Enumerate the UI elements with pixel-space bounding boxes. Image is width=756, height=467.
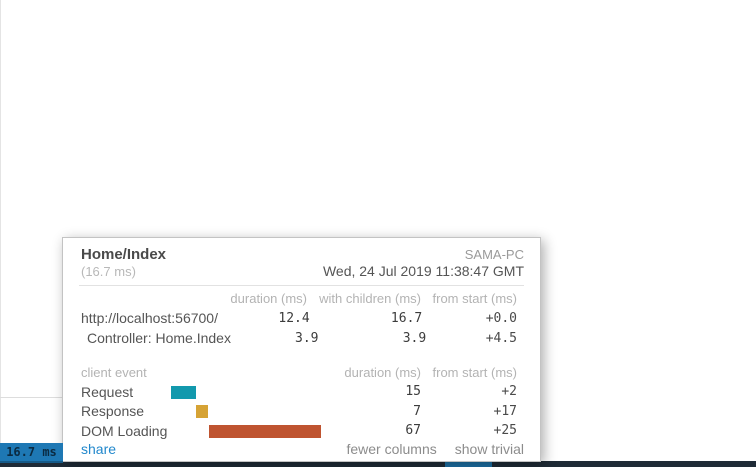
col-with-children-header: with children (ms)	[319, 290, 421, 306]
header-divider	[79, 285, 524, 286]
client-events-table: client event duration (ms) from start (m…	[79, 362, 524, 441]
client-event-from-start: +17	[493, 403, 517, 419]
col-duration-header: duration (ms)	[230, 290, 307, 306]
client-event-label: Request	[81, 383, 134, 400]
page-horizontal-rule	[0, 397, 64, 398]
response-timeline-bar	[195, 405, 208, 418]
table-row: DOM Loading 67 +25	[79, 421, 524, 441]
timing-duration: 12.4	[278, 310, 310, 326]
fewer-columns-link[interactable]: fewer columns	[346, 440, 437, 457]
timing-with-children: 16.7	[390, 310, 423, 326]
timing-from-start: +0.0	[485, 310, 517, 326]
machine-name: SAMA-PC	[464, 247, 524, 262]
window-left-border	[0, 0, 1, 467]
timing-label: http://localhost:56700/	[81, 310, 218, 326]
timing-from-start: +4.5	[485, 330, 517, 346]
client-event-duration: 67	[405, 423, 421, 439]
col-from-start-header: from start (ms)	[432, 364, 518, 380]
popup-footer: share fewer columns show trivial	[79, 441, 524, 459]
share-link[interactable]: share	[81, 440, 117, 457]
request-timeline-bar	[170, 385, 196, 399]
taskbar-edge-highlight	[445, 461, 492, 467]
client-event-duration: 7	[413, 403, 421, 419]
timings-header-row: duration (ms) with children (ms) from st…	[79, 288, 524, 308]
client-event-header: client event	[81, 364, 147, 380]
timing-duration: 3.9	[295, 330, 319, 346]
request-timestamp: Wed, 24 Jul 2019 11:38:47 GMT	[322, 263, 524, 279]
taskbar-edge-strip	[0, 461, 756, 467]
show-trivial-link[interactable]: show trivial	[454, 440, 524, 457]
client-event-from-start: +2	[501, 384, 517, 400]
table-row: Response 7 +17	[79, 402, 524, 422]
col-from-start-header: from start (ms)	[432, 290, 518, 306]
client-events-header-row: client event duration (ms) from start (m…	[79, 362, 524, 382]
col-duration-header: duration (ms)	[344, 364, 421, 380]
table-row: http://localhost:56700/ 12.4 16.7 +0.0	[79, 308, 524, 328]
profiler-popup: Home/Index SAMA-PC (16.7 ms) Wed, 24 Jul…	[62, 237, 541, 462]
client-event-label: Response	[81, 403, 145, 420]
client-event-label: DOM Loading	[81, 422, 168, 439]
timing-with-children: 3.9	[402, 330, 427, 346]
table-row: Controller: Home.Index 3.9 3.9 +4.5	[79, 328, 524, 348]
timing-label: Controller: Home.Index	[87, 330, 231, 346]
client-event-from-start: +25	[493, 423, 517, 439]
page-title: Home/Index	[81, 246, 167, 263]
client-event-duration: 15	[405, 384, 421, 400]
timings-table: duration (ms) with children (ms) from st…	[79, 288, 524, 348]
profiler-duration-badge[interactable]: 16.7 ms	[0, 443, 63, 463]
dom-loading-timeline-bar	[209, 424, 322, 438]
total-duration-label: (16.7 ms)	[81, 264, 136, 279]
table-row: Request 15 +2	[79, 382, 524, 402]
